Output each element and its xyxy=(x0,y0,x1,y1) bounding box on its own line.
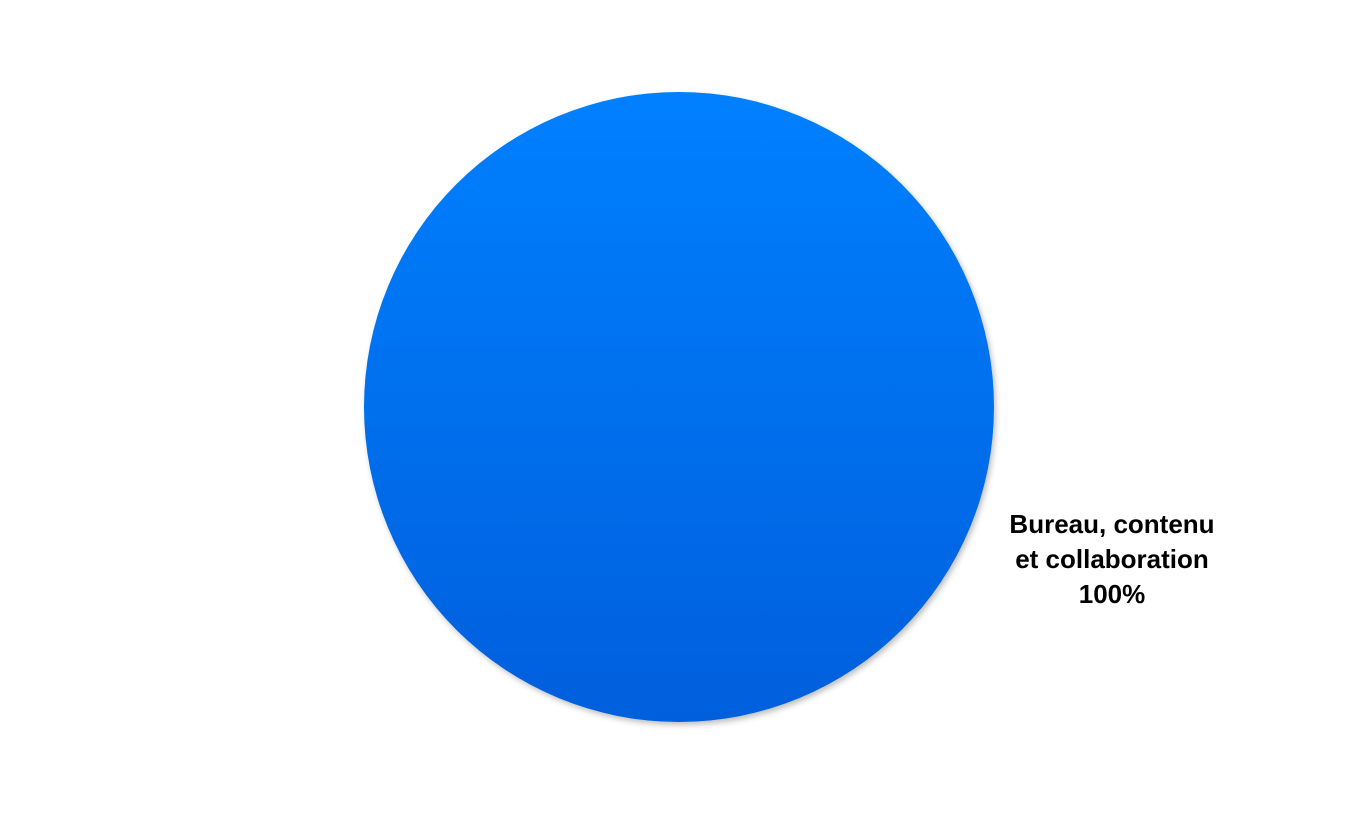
pie-slice-category-line: Bureau, contenu xyxy=(1009,509,1214,539)
pie-slice-label-0: Bureau, contenu et collaboration 100% xyxy=(1009,509,1214,609)
pie-slice-category-line: et collaboration xyxy=(1015,544,1209,574)
pie-slice-percent: 100% xyxy=(1079,579,1146,609)
pie-slices xyxy=(364,92,994,722)
pie-slice-0 xyxy=(364,92,994,722)
pie-data-labels: Bureau, contenu et collaboration 100% xyxy=(1009,509,1214,609)
